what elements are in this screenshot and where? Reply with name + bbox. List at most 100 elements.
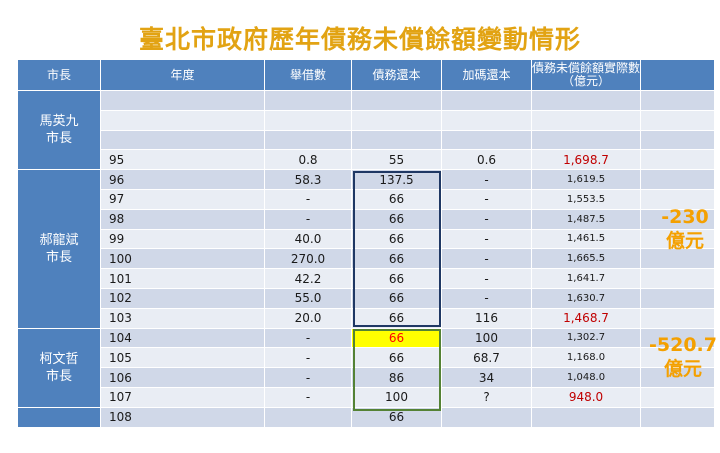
cell-year: 105 — [100, 347, 265, 369]
cell-year — [100, 90, 265, 111]
hau-change-value: -230 — [661, 206, 709, 228]
cell-extra: - — [441, 248, 532, 270]
cell-extra — [441, 90, 532, 111]
cell-balance — [530, 129, 642, 151]
cell-blank — [640, 347, 716, 369]
mayor-ma-name: 馬英九 — [39, 114, 79, 130]
cell-balance: 1,665.5 — [530, 248, 642, 270]
table-row: 99 40.0 66 - 1,461.5 — [18, 228, 716, 250]
cell-balance: 1,461.5 — [530, 228, 642, 250]
table-row: 97 - 66 - 1,553.5 — [18, 188, 716, 210]
header-repay: 債務還本 — [351, 59, 442, 91]
header-mayor: 市長 — [17, 59, 101, 91]
table-row: 柯文哲 市長 104 - 66 100 1,302.7 — [17, 327, 716, 408]
cell-repay: 66 — [351, 248, 442, 270]
cell-borrow: 40.0 — [264, 228, 352, 250]
cell-borrow — [264, 90, 352, 111]
hau-change-annotation: -230 億元 — [652, 205, 718, 253]
header-balance-line2: （億元） — [562, 74, 611, 88]
cell-repay — [351, 90, 442, 111]
cell-borrow: - — [264, 386, 352, 408]
cell-year: 101 — [100, 268, 265, 289]
header-balance: 債務未償餘額實際數 （億元） — [530, 59, 642, 91]
header-blank — [640, 59, 716, 91]
cell-year: 97 — [100, 188, 265, 210]
cell-year: 99 — [100, 228, 265, 250]
cell-repay: 137.5 — [351, 169, 442, 190]
cell-repay: 66 — [351, 228, 442, 250]
table-row — [18, 129, 716, 151]
cell-repay: 66 — [351, 406, 442, 428]
ko-change-value: -520.7 — [649, 334, 717, 356]
table-row: 98 - 66 - 1,487.5 — [18, 208, 716, 230]
cell-repay: 66 — [351, 188, 442, 210]
cell-extra: 0.6 — [441, 149, 532, 171]
cell-repay: 66 — [351, 268, 442, 289]
mayor-ko-title: 市長 — [45, 368, 72, 384]
cell-extra: ? — [441, 386, 532, 408]
cell-extra: 116 — [441, 307, 532, 329]
cell-balance: 1,468.7 — [530, 307, 642, 329]
cell-year: 102 — [100, 287, 265, 309]
table-row: 102 55.0 66 - 1,630.7 — [18, 287, 716, 309]
cell-borrow: 55.0 — [264, 287, 352, 309]
table-row: 106 - 86 34 1,048.0 — [18, 367, 716, 388]
cell-blank — [640, 287, 716, 309]
ko-change-annotation: -520.7 億元 — [646, 333, 720, 381]
cell-repay: 66 — [351, 287, 442, 309]
cell-balance — [530, 90, 642, 111]
table-row: 95 0.8 55 0.6 1,698.7 — [18, 149, 716, 171]
cell-borrow: - — [264, 208, 352, 230]
debt-table: 市長 年度 舉借數 債務還本 加碼還本 債務未償餘額實際數 （億元） 馬英九 市… — [17, 59, 716, 428]
cell-year: 96 — [100, 169, 265, 190]
cell-repay: 86 — [351, 367, 442, 388]
mayor-ma-title: 市長 — [45, 131, 72, 147]
header-borrow: 舉借數 — [264, 59, 352, 91]
cell-repay: 66 — [351, 307, 442, 329]
cell-balance: 1,698.7 — [530, 149, 642, 171]
ko-change-unit: 億元 — [663, 358, 702, 380]
cell-borrow — [264, 129, 352, 151]
cell-extra: 68.7 — [441, 347, 532, 369]
cell-blank — [640, 188, 716, 210]
table-row: 100 270.0 66 - 1,665.5 — [18, 248, 716, 270]
cell-borrow: 20.0 — [264, 307, 352, 329]
cell-repay: 100 — [351, 386, 442, 408]
cell-year: 103 — [100, 307, 265, 329]
cell-borrow: 58.3 — [264, 169, 352, 190]
cell-year: 104 — [100, 327, 265, 349]
header-balance-line1: 債務未償餘額實際數 — [532, 61, 641, 75]
cell-extra: - — [441, 208, 532, 230]
cell-blank — [640, 169, 716, 190]
cell-extra: 100 — [441, 327, 532, 349]
cell-year — [100, 109, 265, 131]
cell-blank — [640, 149, 716, 171]
table-row: 101 42.2 66 - 1,641.7 — [18, 268, 716, 289]
cell-balance: 1,619.5 — [530, 169, 642, 190]
cell-borrow: 270.0 — [264, 248, 352, 270]
mayor-hau-title: 市長 — [45, 249, 72, 265]
cell-extra: - — [441, 287, 532, 309]
cell-year: 108 — [100, 406, 265, 428]
cell-year — [100, 129, 265, 151]
cell-extra — [441, 129, 532, 151]
cell-repay — [351, 109, 442, 131]
cell-blank — [640, 109, 716, 131]
cell-balance: 948.0 — [530, 386, 642, 408]
cell-borrow — [264, 406, 352, 428]
cell-year: 107 — [100, 386, 265, 408]
cell-year: 98 — [100, 208, 265, 230]
table-row: 103 20.0 66 116 1,468.7 — [18, 307, 716, 329]
cell-borrow: - — [264, 367, 352, 388]
hau-change-unit: 億元 — [665, 230, 704, 252]
header-year: 年度 — [100, 59, 265, 91]
cell-extra: - — [441, 228, 532, 250]
cell-extra: - — [441, 188, 532, 210]
mayor-ko: 柯文哲 市長 — [17, 327, 101, 408]
cell-borrow: - — [264, 327, 352, 349]
header-row: 市長 年度 舉借數 債務還本 加碼還本 債務未償餘額實際數 （億元） — [17, 59, 716, 91]
table-row: 108 66 — [17, 406, 716, 428]
cell-blank — [640, 129, 716, 151]
cell-extra: 34 — [441, 367, 532, 388]
cell-year: 100 — [100, 248, 265, 270]
